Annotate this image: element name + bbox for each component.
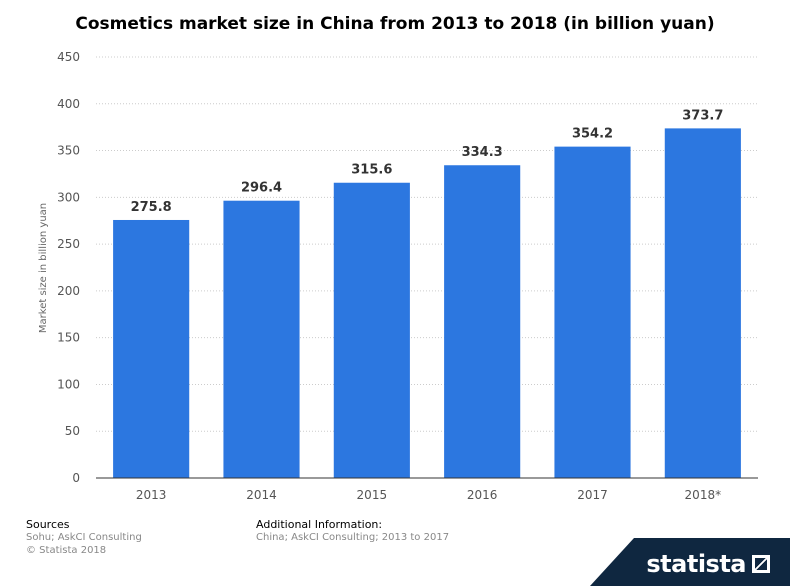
sources-heading: Sources — [26, 518, 70, 531]
sources-block: Sources Sohu; AskCI Consulting © Statist… — [26, 518, 142, 557]
value-label: 296.4 — [241, 181, 282, 196]
value-labels: 275.8 296.4 315.6 334.3 354.2 373.7 — [131, 108, 724, 215]
x-tick-label: 2017 — [577, 488, 608, 502]
statista-logo[interactable]: statista — [646, 550, 770, 578]
x-tick-label: 2015 — [357, 488, 388, 502]
y-tick-label: 450 — [57, 50, 80, 64]
value-label: 275.8 — [131, 200, 172, 215]
value-label: 373.7 — [682, 108, 723, 123]
x-tick-label: 2016 — [467, 488, 498, 502]
bar-2015[interactable] — [333, 182, 410, 479]
sources-text[interactable]: Sohu; AskCI Consulting — [26, 532, 142, 543]
y-tick-label: 200 — [57, 284, 80, 298]
bar-2014[interactable] — [223, 200, 300, 478]
x-tick-label: 2014 — [246, 488, 277, 502]
additional-info-block: Additional Information: China; AskCI Con… — [256, 518, 449, 544]
chart-title: Cosmetics market size in China from 2013… — [75, 14, 715, 34]
x-tick-label: 2018* — [685, 488, 722, 502]
bars — [113, 128, 741, 479]
y-tick-label: 350 — [57, 144, 80, 158]
additional-info-text: China; AskCI Consulting; 2013 to 2017 — [256, 532, 450, 543]
value-label: 315.6 — [351, 163, 392, 178]
copyright-text: © Statista 2018 — [26, 545, 107, 556]
value-label: 334.3 — [462, 145, 503, 160]
value-label: 354.2 — [572, 127, 613, 142]
bar-2018[interactable] — [664, 128, 741, 479]
y-axis-title: Market size in billion yuan — [38, 203, 49, 333]
bar-chart: 275.8 296.4 315.6 334.3 354.2 373.7 0 50 100 150… — [38, 50, 758, 502]
bar-2016[interactable] — [444, 165, 521, 478]
additional-info-heading: Additional Information: — [256, 518, 383, 531]
bar-2017[interactable] — [554, 146, 631, 478]
brand-name: statista — [646, 550, 746, 578]
y-tick-label: 100 — [57, 377, 80, 391]
y-tick-label: 0 — [72, 471, 80, 485]
y-tick-label: 300 — [57, 190, 80, 204]
y-tick-label: 400 — [57, 97, 80, 111]
y-tick-label: 50 — [65, 424, 80, 438]
statista-logo-icon — [752, 555, 770, 573]
bar-2013[interactable] — [113, 219, 190, 479]
y-tick-label: 150 — [57, 331, 80, 345]
gridlines — [96, 56, 758, 432]
y-tick-label: 250 — [57, 237, 80, 251]
x-tick-label: 2013 — [136, 488, 167, 502]
axes: 0 50 100 150 200 250 300 350 400 450 2013 2014 2015 2… — [57, 50, 758, 502]
